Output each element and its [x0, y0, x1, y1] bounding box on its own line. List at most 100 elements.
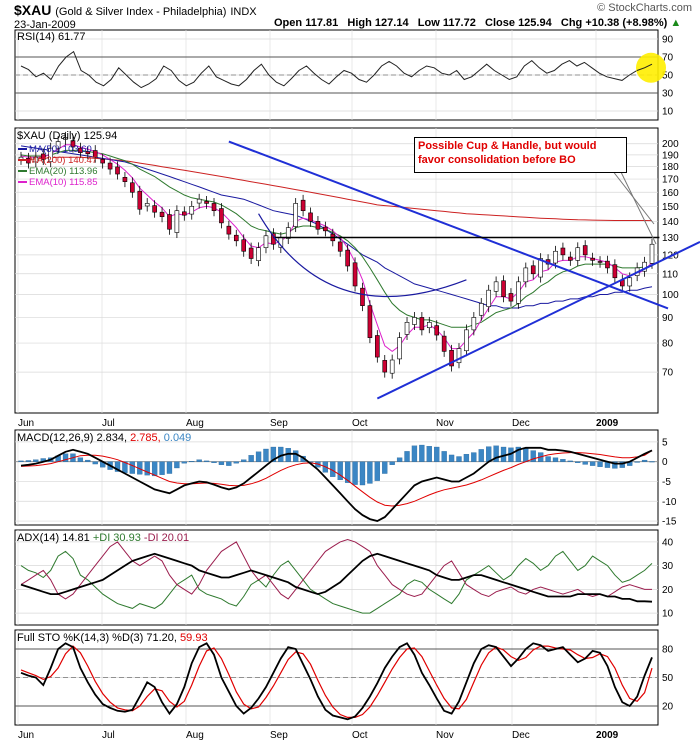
macd-legend-value: 2.785,: [130, 432, 164, 444]
histogram-bar: [359, 461, 366, 486]
y-tick-label: 0: [662, 457, 668, 468]
histogram-bar: [85, 459, 91, 462]
histogram-bar: [159, 461, 165, 475]
histogram-bar: [218, 461, 225, 465]
symbol-label: $XAU (Gold & Silver Index - Philadelphia…: [14, 2, 257, 18]
adx-legend-value: +DI 30.93: [93, 532, 144, 544]
histogram-bar: [486, 446, 492, 462]
histogram-bar: [374, 461, 380, 481]
low-value: 117.72: [442, 17, 476, 29]
histogram-bar: [552, 457, 559, 462]
candle-body: [85, 151, 91, 155]
y-tick-label: 160: [662, 188, 679, 199]
candle-body: [516, 281, 521, 304]
candle-body: [182, 211, 187, 216]
histogram-bar: [582, 461, 588, 465]
up-arrow-icon: ▲: [670, 17, 682, 29]
candle-body: [538, 258, 543, 278]
candle-body: [211, 203, 217, 212]
macd-line: [20, 446, 653, 522]
macd-legend-value: 2.834,: [96, 432, 130, 444]
candle-body: [590, 257, 595, 261]
candle-body: [233, 234, 239, 242]
candle-body: [167, 214, 172, 230]
x-tick-label: Jul: [102, 418, 115, 429]
candle-body: [315, 221, 321, 230]
candle-body: [226, 225, 232, 235]
candle-body: [241, 239, 247, 252]
histogram-bar: [382, 461, 388, 474]
x-tick-label: Dec: [512, 730, 530, 741]
candle-body: [553, 250, 558, 264]
candle-body: [300, 199, 306, 212]
histogram-bar: [344, 461, 351, 483]
y-tick-label: 180: [662, 162, 679, 173]
price-panel: [14, 127, 659, 414]
y-tick-label: 140: [662, 217, 679, 228]
candle-body: [293, 203, 298, 227]
y-tick-label: 170: [662, 175, 679, 186]
candle-body: [412, 317, 417, 325]
y-tick-label: 200: [662, 139, 679, 150]
histogram-bar: [270, 446, 277, 462]
candle-body: [523, 267, 529, 283]
x-tick-label: 2009: [596, 418, 619, 429]
histogram-bar: [33, 459, 39, 462]
candle-body: [70, 140, 76, 148]
y-tick-label: -15: [662, 517, 677, 528]
candle-body: [649, 243, 655, 264]
adx-y-ticks: 10 20 30 40: [15, 537, 674, 620]
histogram-bar: [25, 460, 32, 462]
histogram-bar: [196, 459, 202, 462]
candle-body: [597, 261, 603, 263]
histogram-bar: [434, 446, 440, 462]
x-tick-label: Nov: [436, 418, 454, 429]
macd-panel: [14, 429, 659, 526]
candle-body: [130, 182, 135, 193]
ma50-line: [20, 145, 653, 309]
candle-body: [582, 245, 588, 256]
y-tick-label: 70: [662, 368, 674, 379]
histogram-bar: [293, 450, 299, 462]
y-tick-label: 30: [662, 89, 674, 100]
adx-month-grid: [17, 530, 597, 625]
candle-body: [478, 303, 484, 316]
x-tick-label: Sep: [270, 730, 288, 741]
candle-body: [449, 349, 454, 367]
macd-title: MACD(12,26,9) 2.834, 2.785, 0.049: [17, 432, 191, 444]
candle-body: [248, 247, 254, 259]
rsi-line-tail: [636, 63, 653, 71]
candle-body: [375, 335, 380, 358]
candle-body: [456, 348, 462, 364]
candle-body: [107, 162, 113, 170]
price-month-grid: [17, 128, 597, 413]
candle-body: [152, 205, 157, 213]
y-tick-label: 80: [662, 339, 674, 350]
candles: [18, 131, 655, 379]
y-tick-label: 70: [662, 53, 674, 64]
y-tick-label: 50: [662, 71, 674, 82]
sto-title: Full STO %K(14,3) %D(3) 71.20, 59.93: [17, 632, 208, 644]
histogram-bar: [203, 460, 210, 462]
histogram-bar: [263, 448, 269, 462]
adx-title: ADX(14) 14.81 +DI 30.93 -DI 20.01: [17, 532, 189, 544]
candle-body: [360, 287, 365, 306]
y-tick-label: -10: [662, 497, 677, 508]
candle-body: [48, 147, 53, 163]
candle-body: [40, 153, 46, 160]
candle-body: [115, 166, 120, 175]
histogram-bar: [463, 453, 470, 462]
rsi-highlight-circle: [636, 52, 666, 83]
open-value: 117.81: [305, 17, 339, 29]
watermark: © StockCharts.com: [597, 2, 692, 14]
macd-signal-line: [20, 450, 653, 507]
candle-body: [159, 211, 165, 218]
candle-body: [508, 293, 514, 302]
candle-body: [404, 322, 410, 335]
histogram-bar: [404, 451, 410, 462]
candle-body: [367, 305, 373, 338]
candle-body: [486, 289, 491, 307]
y-tick-label: 80: [662, 645, 674, 656]
up-trend-line: [376, 240, 700, 400]
candle-body: [323, 226, 328, 232]
